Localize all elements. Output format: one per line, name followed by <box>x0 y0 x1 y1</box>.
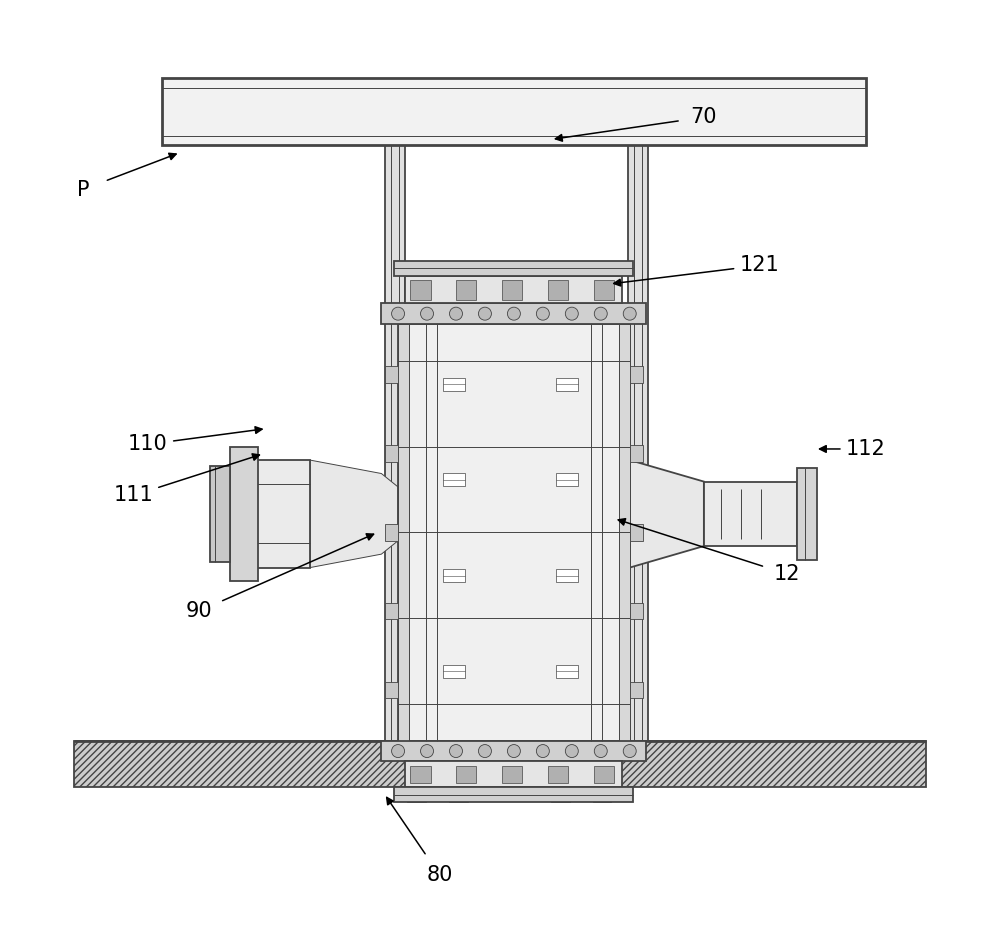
Bar <box>405 761 622 787</box>
Bar <box>398 324 409 741</box>
Bar <box>630 603 643 620</box>
Bar <box>443 378 465 391</box>
Circle shape <box>392 308 405 320</box>
Bar <box>74 741 926 787</box>
Bar <box>548 280 568 300</box>
Circle shape <box>565 744 578 757</box>
Bar <box>502 766 522 784</box>
Bar <box>630 367 643 383</box>
Bar <box>556 569 578 583</box>
Bar <box>456 280 476 300</box>
Circle shape <box>478 308 491 320</box>
Bar <box>797 468 817 560</box>
Circle shape <box>536 308 549 320</box>
Bar <box>443 569 465 583</box>
Polygon shape <box>310 460 398 568</box>
Text: P: P <box>77 180 89 199</box>
Bar <box>551 750 570 802</box>
Circle shape <box>507 308 520 320</box>
Bar <box>385 682 398 698</box>
Polygon shape <box>630 460 704 568</box>
Text: 12: 12 <box>774 564 801 584</box>
Text: 80: 80 <box>427 865 453 885</box>
Bar <box>456 766 476 784</box>
Text: 70: 70 <box>691 108 717 127</box>
Bar <box>630 682 643 698</box>
Bar <box>556 473 578 486</box>
Bar <box>443 473 465 486</box>
Bar <box>407 750 426 802</box>
Bar <box>381 741 646 761</box>
Bar <box>210 466 230 562</box>
Bar <box>385 367 398 383</box>
Circle shape <box>392 744 405 757</box>
Bar <box>548 766 568 784</box>
Bar <box>443 665 465 678</box>
Circle shape <box>421 744 434 757</box>
Bar <box>394 261 633 276</box>
Bar <box>556 378 578 391</box>
Text: 90: 90 <box>186 601 212 621</box>
Bar <box>405 276 622 304</box>
Circle shape <box>594 744 607 757</box>
Bar <box>162 79 866 145</box>
Text: 121: 121 <box>740 255 779 276</box>
Bar <box>385 603 398 620</box>
Bar <box>628 145 648 741</box>
Text: 110: 110 <box>128 435 168 454</box>
Circle shape <box>421 308 434 320</box>
Bar <box>704 482 797 546</box>
Bar <box>556 665 578 678</box>
Circle shape <box>449 744 462 757</box>
Circle shape <box>623 308 636 320</box>
Bar <box>398 324 630 741</box>
Bar <box>385 145 405 741</box>
Text: 112: 112 <box>846 439 886 459</box>
Bar <box>381 304 646 324</box>
Bar <box>230 447 258 581</box>
Circle shape <box>536 744 549 757</box>
Circle shape <box>565 308 578 320</box>
Bar <box>385 524 398 540</box>
Bar <box>394 787 633 802</box>
Circle shape <box>507 744 520 757</box>
Bar <box>410 766 430 784</box>
Circle shape <box>594 308 607 320</box>
Bar <box>619 324 630 741</box>
Bar <box>594 766 614 784</box>
Bar <box>410 280 430 300</box>
Circle shape <box>449 308 462 320</box>
Bar <box>594 280 614 300</box>
Circle shape <box>623 744 636 757</box>
Circle shape <box>478 744 491 757</box>
Bar <box>385 445 398 462</box>
Bar <box>593 750 611 802</box>
Bar <box>502 280 522 300</box>
Bar <box>236 460 310 568</box>
Bar <box>449 750 468 802</box>
Bar <box>630 524 643 540</box>
Text: 111: 111 <box>114 485 154 505</box>
Bar <box>630 445 643 462</box>
